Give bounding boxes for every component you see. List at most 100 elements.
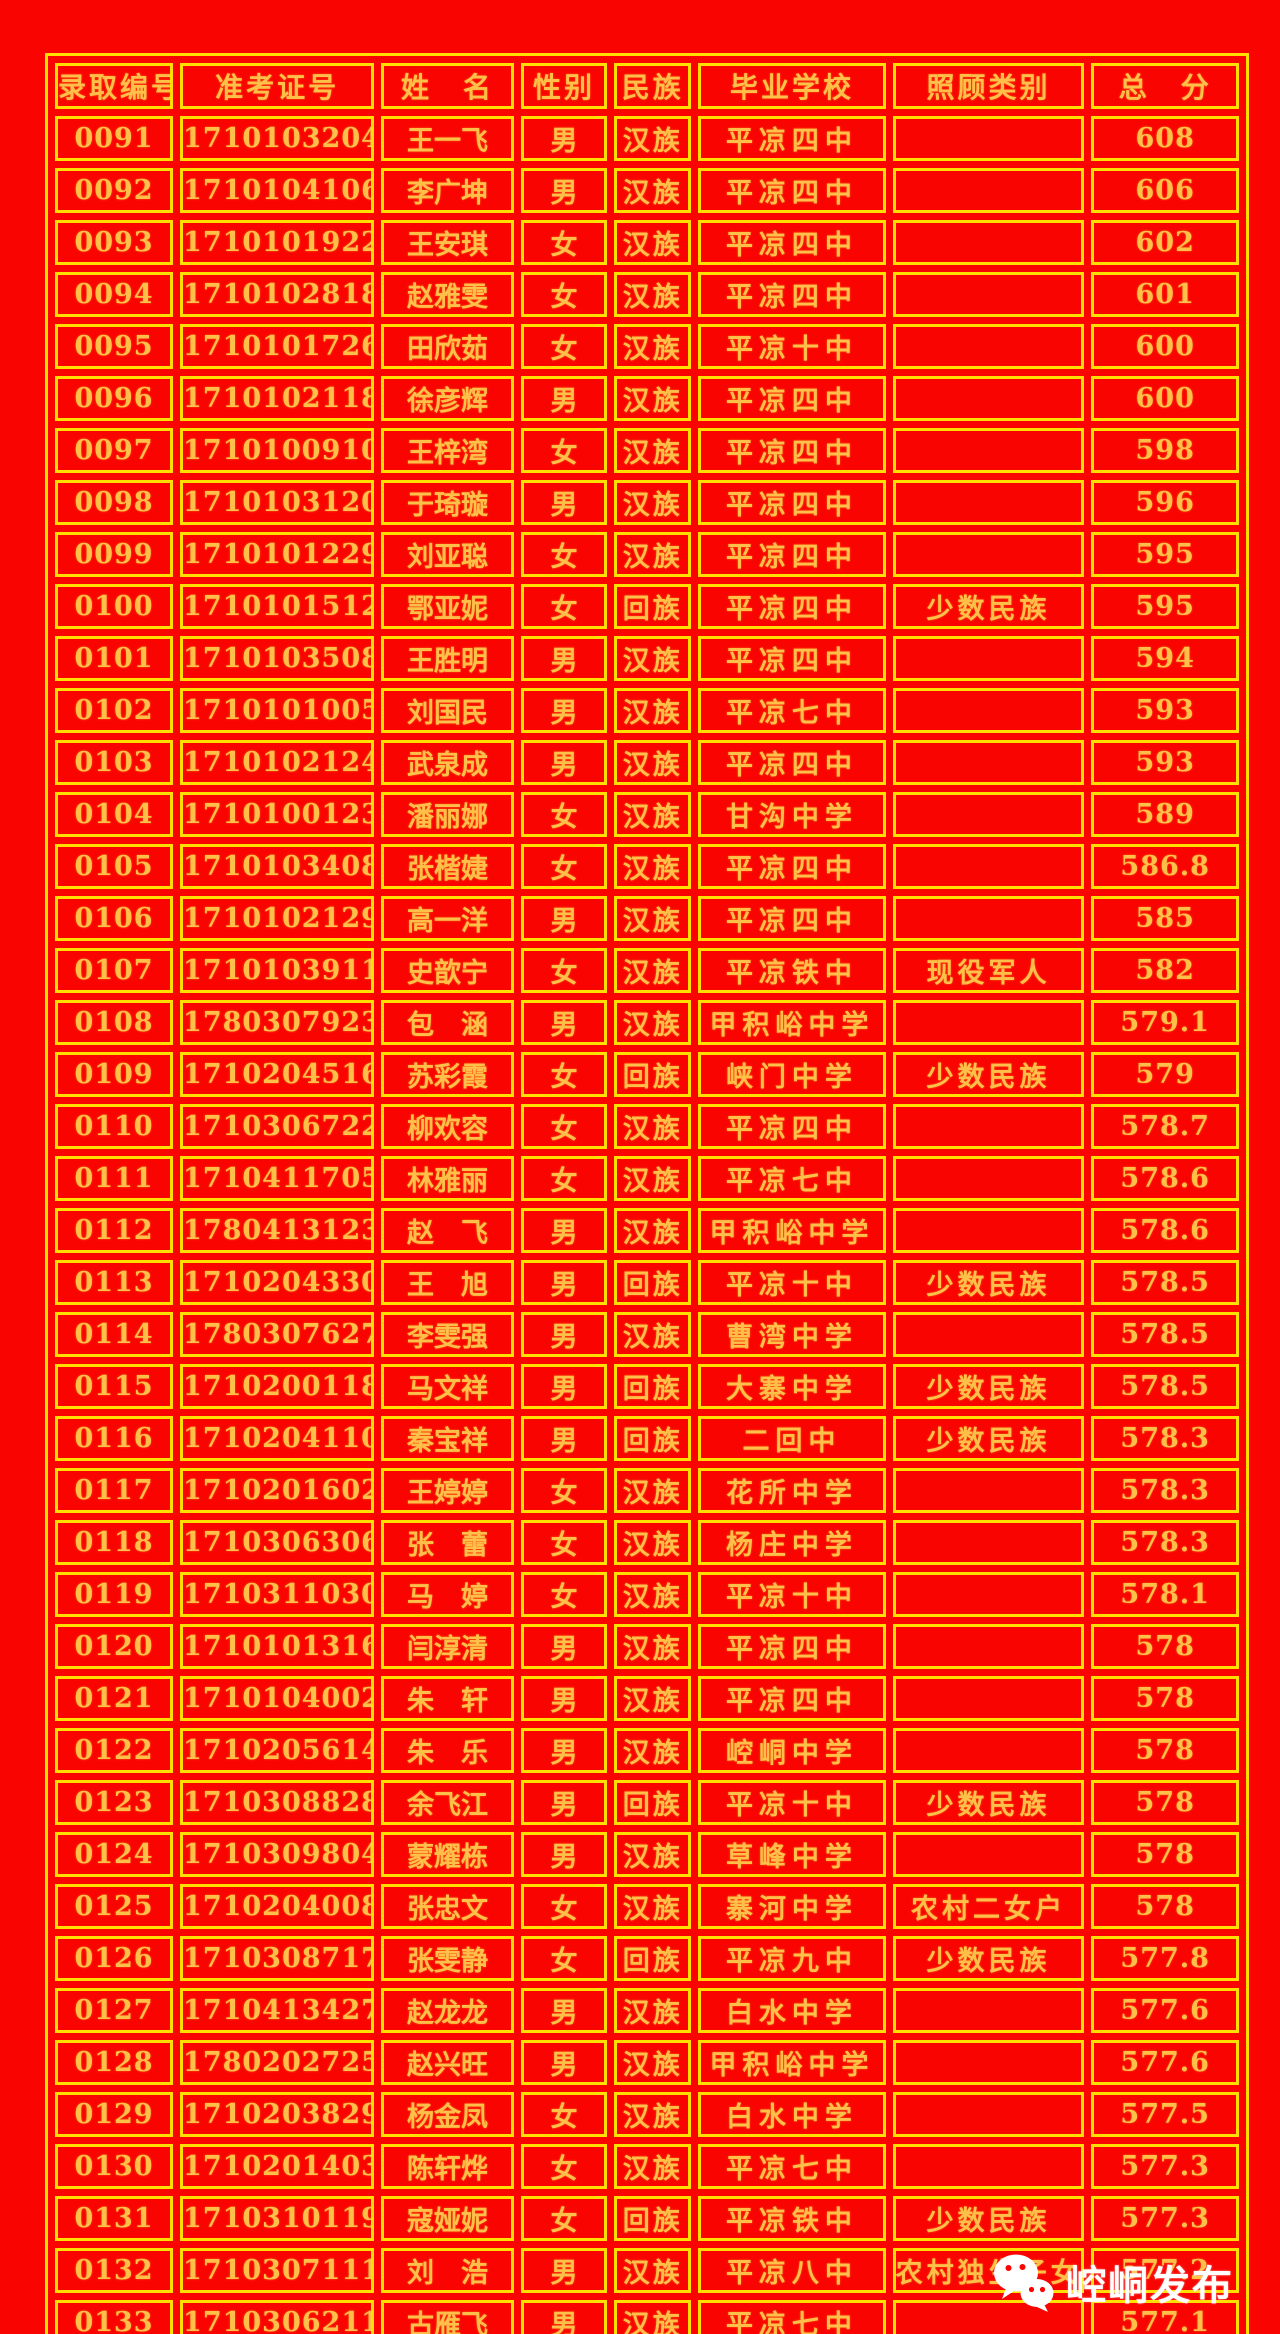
table-cell: 1710103508 [180, 636, 375, 681]
table-cell [892, 1676, 1085, 1721]
table-cell: 1710306722 [180, 1104, 375, 1149]
table-cell: 平凉四中 [698, 532, 886, 577]
table-cell: 1710309804 [180, 1832, 375, 1877]
table-cell: 1710101229 [180, 532, 375, 577]
table-cell: 汉族 [614, 1156, 692, 1201]
table-row: 0127 1710413427 赵龙龙男汉族 白水中学 577.6 [55, 1988, 1239, 2033]
table-cell [892, 272, 1085, 317]
table-cell: 汉族 [614, 2248, 692, 2293]
table-cell: 平凉七中 [698, 2144, 886, 2189]
table-row: 0114 1780307627 李雯强男汉族 曹湾中学 578.5 [55, 1312, 1239, 1357]
table-cell: 593 [1091, 688, 1239, 733]
table-cell: 汉族 [614, 1468, 692, 1513]
table-cell: 寇娅妮 [381, 2196, 514, 2241]
table-cell: 少数民族 [892, 2196, 1085, 2241]
table-cell: 1710101005 [180, 688, 375, 733]
table-cell: 0118 [55, 1520, 174, 1565]
table-cell: 平凉四中 [698, 220, 886, 265]
table-cell: 杨庄中学 [698, 1520, 886, 1565]
table-cell: 0104 [55, 792, 174, 837]
table-cell: 600 [1091, 324, 1239, 369]
table-cell: 曹湾中学 [698, 1312, 886, 1357]
table-cell: 0100 [55, 584, 174, 629]
table-body: 0091 1710103204 王一飞男汉族 平凉四中 608 0092 171010410… [55, 116, 1239, 2334]
table-cell: 女 [520, 2144, 608, 2189]
table-cell [892, 1520, 1085, 1565]
table-row: 0111 1710411705 林雅丽女汉族 平凉七中 578.6 [55, 1156, 1239, 1201]
table-cell [892, 844, 1085, 889]
table-cell: 包 涵 [381, 1000, 514, 1045]
table-row: 0091 1710103204 王一飞男汉族 平凉四中 608 [55, 116, 1239, 161]
table-cell: 平凉四中 [698, 636, 886, 681]
table-cell [892, 480, 1085, 525]
table-cell: 女 [520, 792, 608, 837]
table-cell [892, 740, 1085, 785]
table-cell [892, 168, 1085, 213]
table-cell: 1710307111 [180, 2248, 375, 2293]
table-cell: 0096 [55, 376, 174, 421]
table-row: 0113 1710204330 王 旭男回族 平凉十中 少数民族 578.5 [55, 1260, 1239, 1305]
table-cell: 589 [1091, 792, 1239, 837]
table-cell: 汉族 [614, 2092, 692, 2137]
table-cell: 女 [520, 1936, 608, 1981]
table-cell: 男 [520, 2300, 608, 2334]
table-cell: 平凉十中 [698, 1572, 886, 1617]
table-cell: 0124 [55, 1832, 174, 1877]
table-cell: 女 [520, 948, 608, 993]
table-cell: 0103 [55, 740, 174, 785]
table-cell: 男 [520, 636, 608, 681]
table-cell: 600 [1091, 376, 1239, 421]
table-cell: 0112 [55, 1208, 174, 1253]
column-header: 录取编号 [55, 63, 174, 109]
table-cell: 少数民族 [892, 1052, 1085, 1097]
table-row: 0094 1710102818 赵雅雯女汉族 平凉四中 601 [55, 272, 1239, 317]
admission-table: 录取编号 准考证号姓 名性别 民族 毕业学校 照顾类别总 分 0091 171010320… [45, 53, 1249, 2334]
table-cell: 1710101316 [180, 1624, 375, 1669]
table-cell: 柳欢容 [381, 1104, 514, 1149]
table-row: 0095 1710101726 田欣茹女汉族 平凉十中 600 [55, 324, 1239, 369]
table-cell: 1710100123 [180, 792, 375, 837]
table-row: 0128 1780202725 赵兴旺男汉族 甲积峪中学 577.6 [55, 2040, 1239, 2085]
table-cell: 王一飞 [381, 116, 514, 161]
table-cell [892, 1832, 1085, 1877]
table-cell: 1710103408 [180, 844, 375, 889]
table-cell: 平凉四中 [698, 480, 886, 525]
table-row: 0105 1710103408 张楷婕女汉族 平凉四中 586.8 [55, 844, 1239, 889]
table-cell: 少数民族 [892, 1260, 1085, 1305]
table-cell [892, 1312, 1085, 1357]
table-cell: 鄂亚妮 [381, 584, 514, 629]
table-cell: 0093 [55, 220, 174, 265]
table-cell: 577.3 [1091, 2144, 1239, 2189]
column-header: 性别 [520, 63, 608, 109]
column-header: 总 分 [1091, 63, 1239, 109]
table-cell: 汉族 [614, 2300, 692, 2334]
table-cell: 578 [1091, 1624, 1239, 1669]
table-cell: 女 [520, 1052, 608, 1097]
table-cell: 峡门中学 [698, 1052, 886, 1097]
table-cell: 0098 [55, 480, 174, 525]
table-cell: 回族 [614, 1416, 692, 1461]
table-cell: 男 [520, 168, 608, 213]
table-cell: 1710101726 [180, 324, 375, 369]
table-cell: 高一洋 [381, 896, 514, 941]
table-cell: 平凉七中 [698, 688, 886, 733]
table-row: 0130 1710201403 陈轩烨女汉族 平凉七中 577.3 [55, 2144, 1239, 2189]
table-row: 0093 1710101922 王安琪女汉族 平凉四中 602 [55, 220, 1239, 265]
table-row: 0096 1710102118 徐彦辉男汉族 平凉四中 600 [55, 376, 1239, 421]
table-cell: 女 [520, 584, 608, 629]
table-row: 0099 1710101229 刘亚聪女汉族 平凉四中 595 [55, 532, 1239, 577]
table-cell: 平凉四中 [698, 428, 886, 473]
table-cell: 回族 [614, 1364, 692, 1409]
table-cell: 汉族 [614, 1624, 692, 1669]
table-row: 0120 1710101316 闫淳清男汉族 平凉四中 578 [55, 1624, 1239, 1669]
table-cell: 汉族 [614, 1104, 692, 1149]
table-cell: 602 [1091, 220, 1239, 265]
table-cell: 1710311030 [180, 1572, 375, 1617]
table-cell: 0107 [55, 948, 174, 993]
table-cell: 平凉四中 [698, 896, 886, 941]
table-cell: 1710201403 [180, 2144, 375, 2189]
table-cell: 女 [520, 844, 608, 889]
table-cell: 577.8 [1091, 1936, 1239, 1981]
table-cell: 朱 轩 [381, 1676, 514, 1721]
table-cell [892, 116, 1085, 161]
